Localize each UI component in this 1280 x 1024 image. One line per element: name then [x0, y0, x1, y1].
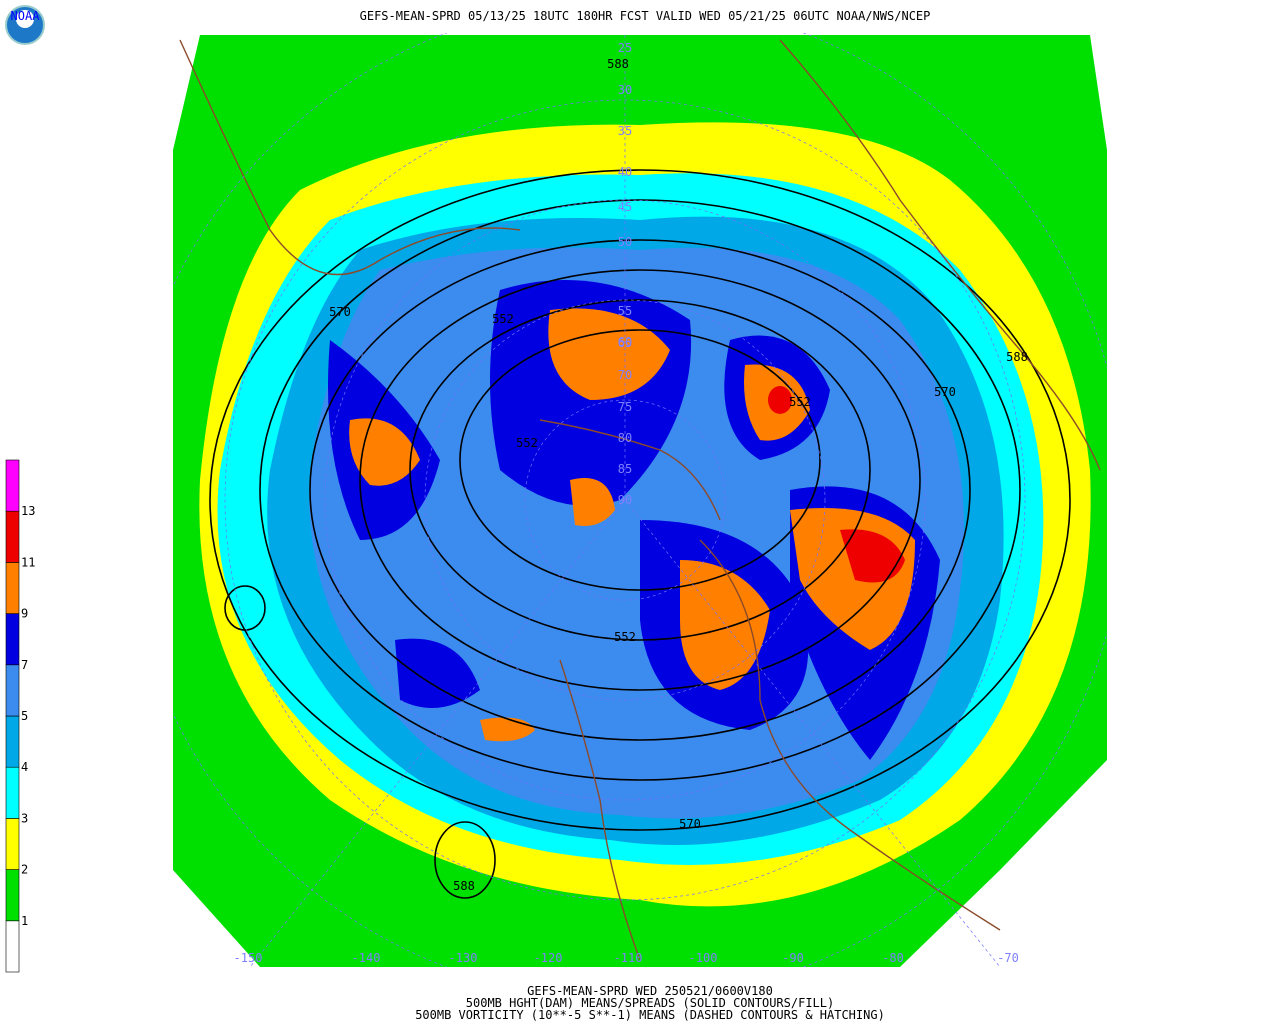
longitude-label: -80 [882, 951, 904, 965]
latitude-label: 30 [618, 83, 632, 97]
latitude-label: 80 [618, 431, 632, 445]
contour-label: 588 [607, 57, 629, 71]
longitude-label: -70 [997, 951, 1019, 965]
colorbar-swatch [5, 613, 20, 666]
latitude-label: 75 [618, 400, 632, 414]
contour-label: 552 [492, 312, 514, 326]
logo-text: NOAA [11, 9, 41, 23]
colorbar-swatch [5, 766, 20, 819]
spread-7f [395, 638, 480, 708]
coastlines [179, 39, 1101, 961]
longitude-label: -140 [352, 951, 381, 965]
longitude-label: -130 [449, 951, 478, 965]
latitude-label: 25 [618, 41, 632, 55]
colorbar-label: 7 [21, 658, 28, 672]
latitude-label: 70 [618, 368, 632, 382]
contour [409, 299, 871, 641]
colorbar-swatch [5, 459, 20, 512]
colorbar-label: 1 [21, 914, 28, 928]
colorbar-swatch [5, 869, 20, 922]
contour-label: 570 [329, 305, 351, 319]
title: GEFS-MEAN-SPRD 05/13/25 18UTC 180HR FCST… [360, 9, 931, 23]
longitude-labels: -150 -140 -130 -120 -110 -100 -90 -80 -70 [234, 951, 1019, 965]
latitude-label: 55 [618, 304, 632, 318]
colorbar-swatch [5, 818, 20, 870]
coastline [559, 659, 641, 961]
contour [224, 585, 266, 631]
graticule-line [249, 499, 626, 967]
latitude-label: 40 [618, 165, 632, 179]
coastline [539, 419, 721, 521]
contour-label: 570 [679, 817, 701, 831]
contour [459, 329, 821, 591]
contour [359, 269, 921, 691]
latitude-label: 50 [618, 235, 632, 249]
colorbar-label: 13 [21, 504, 35, 518]
contour-label: 588 [1006, 350, 1028, 364]
graticule-line [324, 199, 926, 801]
contour-label: 552 [516, 436, 538, 450]
contour-label: 552 [614, 630, 636, 644]
colorbar-label: 5 [21, 709, 28, 723]
colorbar-label: 4 [21, 760, 28, 774]
colorbar-label: 9 [21, 607, 28, 621]
footer-line: 500MB HGHT(DAM) MEANS/SPREADS (SOLID CON… [466, 996, 834, 1010]
latitude-label: 60 [618, 335, 632, 349]
colorbar-label: 2 [21, 863, 28, 877]
contour [434, 821, 496, 899]
longitude-label: -100 [689, 951, 718, 965]
latitude-label: 45 [618, 200, 632, 214]
height-contours [209, 169, 1071, 899]
latitude-label: 85 [618, 462, 632, 476]
spread-11a [840, 529, 905, 583]
latitude-label: 90 [618, 493, 632, 507]
coastline [779, 39, 1101, 471]
logo: NOAA [5, 5, 45, 45]
spread-9e [680, 560, 770, 690]
colorbar-swatch [5, 920, 20, 973]
colorbar-label: 11 [21, 555, 35, 569]
contour-label: 588 [453, 879, 475, 893]
contour-labels: 588 588 588 570 570 570 552 552 552 552 [329, 57, 1028, 893]
coastline [179, 39, 521, 276]
colorbar-swatch [5, 664, 20, 717]
graticule-line [524, 399, 726, 601]
latitude-label: 65 [618, 336, 632, 350]
graticule-line [624, 499, 1001, 967]
spread-11b [768, 386, 792, 414]
colorbar-label: 3 [21, 811, 28, 825]
colorbar-swatch [5, 510, 20, 563]
contour [259, 199, 1021, 781]
graticule-line [224, 99, 1026, 901]
latitude-label: 35 [618, 124, 632, 138]
longitude-label: -150 [234, 951, 263, 965]
colorbar: 1 2 3 4 5 7 9 11 13 [5, 459, 35, 973]
contour-label: 570 [934, 385, 956, 399]
colorbar-swatch [5, 562, 20, 614]
footer-line: GEFS-MEAN-SPRD WED 250521/0600V180 [527, 984, 773, 998]
spread-9a [548, 308, 670, 400]
map: 588 588 588 570 570 570 552 552 552 552 25 30 35 40 4… [173, 33, 1107, 967]
longitude-label: -110 [614, 951, 643, 965]
longitude-label: -90 [782, 951, 804, 965]
longitude-label: -120 [534, 951, 563, 965]
footer-line: 500MB VORTICITY (10**-5 S**-1) MEANS (DA… [415, 1008, 885, 1022]
colorbar-swatch [5, 715, 20, 768]
spread-9f [570, 478, 615, 526]
coastline [699, 539, 1001, 931]
graticule [173, 33, 1107, 967]
logo-bird [16, 10, 34, 28]
contour [309, 239, 971, 741]
contour [209, 169, 1071, 831]
contour-label: 552 [789, 395, 811, 409]
